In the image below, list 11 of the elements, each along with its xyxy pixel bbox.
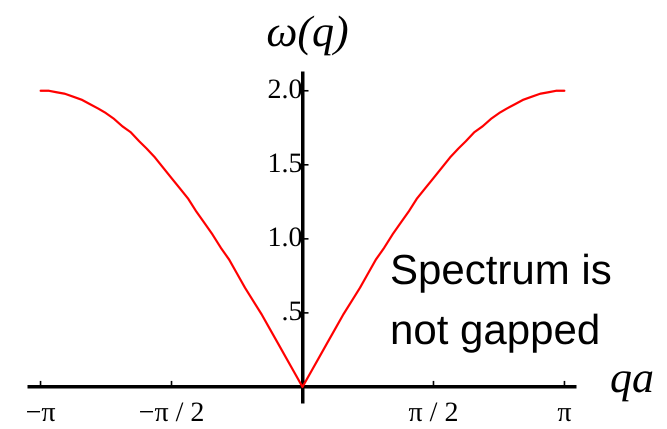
x-tick-label: π (557, 397, 572, 428)
x-tick-label: −π / 2 (138, 397, 204, 428)
y-tick-label: 1.0 (268, 222, 302, 254)
y-tick-label: 2.0 (268, 74, 302, 106)
y-axis-title: ω(q) (266, 7, 349, 56)
y-tick-label: .5 (282, 296, 302, 328)
x-tick-label: π / 2 (408, 397, 458, 428)
annotation: Spectrum is not gapped (390, 246, 612, 353)
x-tick-label: −π (26, 397, 56, 428)
x-axis-title: qa (610, 352, 654, 402)
y-tick-label: 1.5 (268, 148, 302, 180)
